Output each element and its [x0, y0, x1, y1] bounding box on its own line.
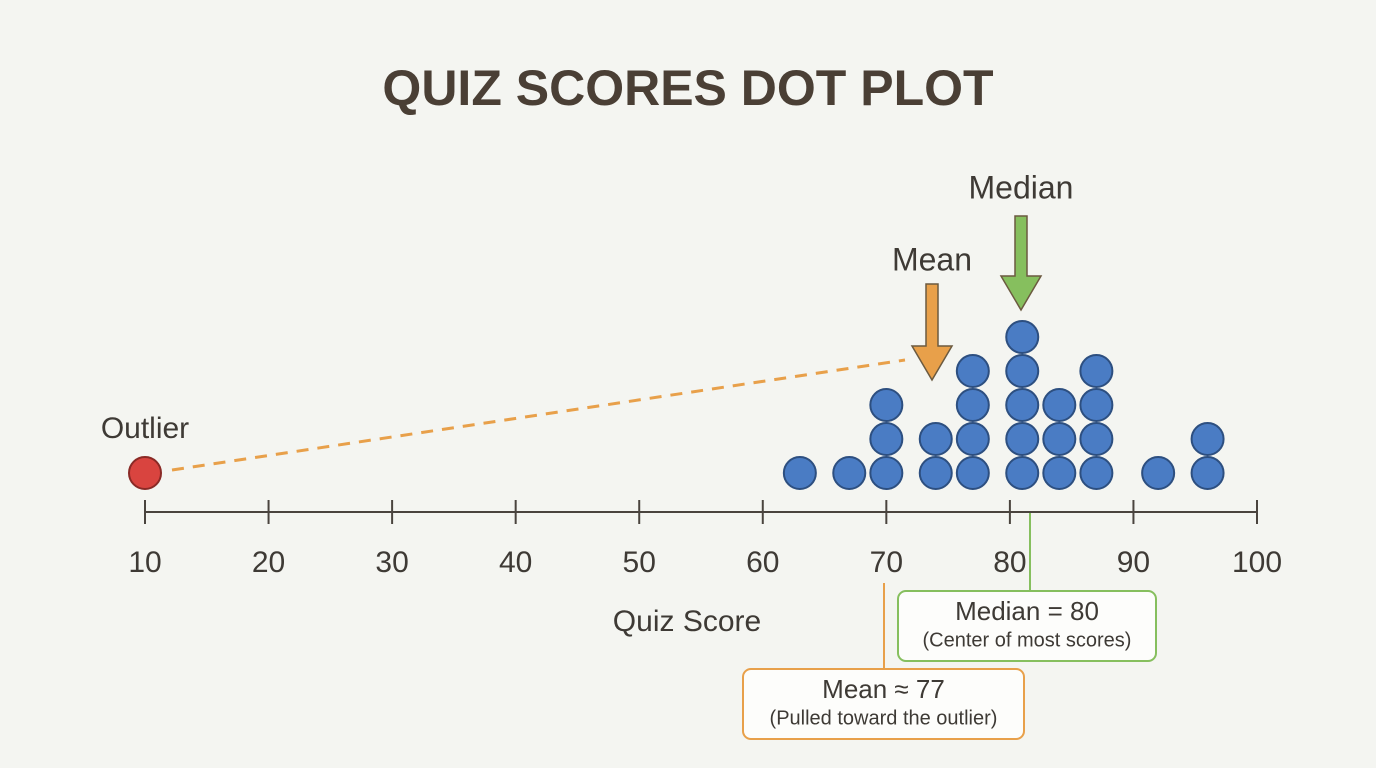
- x-tick-label: 20: [252, 546, 285, 579]
- x-tick-label: 10: [128, 546, 161, 579]
- annotation-arrow: [999, 215, 1043, 312]
- dot: [869, 422, 904, 456]
- dot: [869, 456, 904, 490]
- dot: [832, 456, 867, 490]
- dot: [782, 456, 817, 490]
- x-tick-label: 90: [1117, 546, 1150, 579]
- callout-box: [742, 668, 1025, 740]
- callout-note: (Center of most scores): [923, 629, 1132, 651]
- x-tick-label: 50: [623, 546, 656, 579]
- dot: [1141, 456, 1176, 490]
- x-tick-label: 80: [993, 546, 1026, 579]
- dot: [1190, 456, 1225, 490]
- callout-note: (Pulled toward the outlier): [770, 707, 998, 729]
- annotation-label: Median: [969, 169, 1074, 205]
- x-axis-label: Quiz Score: [613, 605, 761, 638]
- dot: [1190, 422, 1225, 456]
- dot: [1079, 388, 1114, 422]
- annotation-arrow: [910, 283, 954, 382]
- annotation-label: Mean: [892, 241, 972, 277]
- dot: [1042, 422, 1077, 456]
- dot: [1005, 388, 1040, 422]
- outlier-link: [171, 358, 906, 472]
- x-tick-label: 70: [870, 546, 903, 579]
- x-tick-label: 60: [746, 546, 779, 579]
- dot: [1079, 456, 1114, 490]
- x-tick-label: 100: [1232, 546, 1282, 579]
- dot: [1005, 354, 1040, 388]
- dot: [869, 388, 904, 422]
- dot: [955, 388, 990, 422]
- dot: [1042, 456, 1077, 490]
- dot: [1079, 422, 1114, 456]
- x-tick-label: 30: [375, 546, 408, 579]
- x-tick-label: 40: [499, 546, 532, 579]
- callout-title: Median = 80: [955, 596, 1099, 626]
- callout-box: [897, 590, 1157, 662]
- outlier-dot: [128, 456, 162, 490]
- dot: [1005, 320, 1040, 354]
- callout-title: Mean ≈ 77: [822, 674, 945, 704]
- dot: [1005, 456, 1040, 490]
- dot: [918, 456, 953, 490]
- dot: [1042, 388, 1077, 422]
- dot: [955, 354, 990, 388]
- outlier-label: Outlier: [101, 412, 189, 445]
- dot: [955, 456, 990, 490]
- chart-title: QUIZ SCORES DOT PLOT: [382, 60, 993, 116]
- dot: [1079, 354, 1114, 388]
- dot: [1005, 422, 1040, 456]
- dot: [918, 422, 953, 456]
- dot: [955, 422, 990, 456]
